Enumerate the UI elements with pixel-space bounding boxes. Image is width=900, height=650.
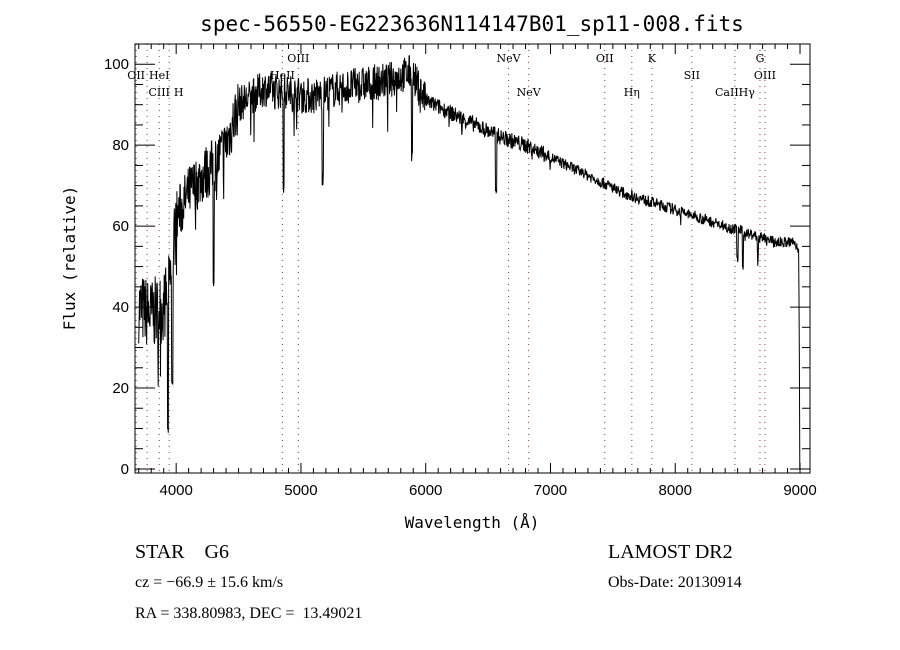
y-tick-label: 0	[121, 461, 129, 478]
x-tick-label: 7000	[534, 482, 567, 499]
line-marker-label: SII	[684, 69, 700, 82]
line-marker-label: CIII	[149, 86, 170, 99]
line-marker-label: OIII	[287, 52, 309, 65]
chart-title: spec-56550-EG223636N114147B01_sp11-008.f…	[200, 12, 744, 36]
line-marker-label: K	[648, 52, 657, 65]
y-tick-label: 60	[112, 218, 129, 235]
line-marker-label: H	[174, 86, 184, 99]
x-tick-label: 6000	[409, 482, 442, 499]
line-marker-label: OII	[596, 52, 614, 65]
redshift-cz: cz = −66.9 ± 15.6 km/s	[135, 574, 284, 591]
line-marker-label: CaIIHγ	[715, 86, 755, 99]
line-marker-label: Hη	[624, 86, 640, 99]
object-class: STAR G6	[135, 541, 229, 563]
y-tick-label: 100	[104, 56, 129, 73]
coordinates: RA = 338.80983, DEC = 13.49021	[135, 605, 363, 622]
line-marker-label: OII	[127, 69, 145, 82]
obs-date: Obs-Date: 20130914	[608, 574, 742, 591]
line-marker-label: NeV	[517, 86, 542, 99]
x-tick-label: 8000	[659, 482, 692, 499]
x-tick-label: 5000	[284, 482, 317, 499]
x-tick-label: 4000	[159, 482, 192, 499]
y-axis-label: Flux (relative)	[60, 186, 79, 331]
spectrum-line	[138, 55, 801, 470]
y-tick-label: 80	[112, 137, 129, 154]
x-tick-label: 9000	[783, 482, 816, 499]
plot-frame	[134, 43, 811, 474]
x-axis-label: Wavelength (Å)	[405, 513, 540, 532]
y-tick-label: 40	[112, 299, 129, 316]
line-marker-label: OIII	[754, 69, 776, 82]
line-marker-label: G	[756, 52, 765, 65]
line-marker-label: HeI	[149, 69, 169, 82]
survey-name: LAMOST DR2	[608, 541, 733, 563]
axes: 4000 5000 6000 7000 8000 9000 0 20 40 60 80 100	[104, 44, 817, 499]
y-tick-label: 20	[112, 380, 129, 397]
line-marker-label: NeV	[497, 52, 522, 65]
